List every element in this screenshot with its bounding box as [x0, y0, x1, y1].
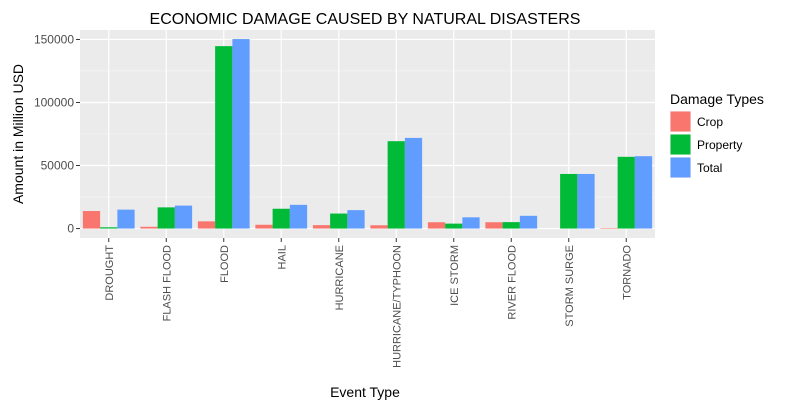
x-tick-label: HURRICANE — [334, 245, 346, 310]
y-tick-label: 50000 — [41, 159, 75, 173]
bar-property — [100, 227, 118, 229]
chart-title: ECONOMIC DAMAGE CAUSED BY NATURAL DISAST… — [150, 11, 581, 28]
bar-crop — [312, 225, 331, 229]
bar-crop — [140, 226, 158, 229]
x-tick-label: ICE STORM — [449, 245, 461, 306]
bar-property — [157, 207, 175, 229]
legend-key-total — [670, 157, 691, 178]
bar-property — [215, 46, 233, 229]
legend-label: Property — [697, 138, 742, 152]
legend-items: Crop Property Total — [670, 111, 742, 178]
x-axis-title: Event Type — [330, 384, 400, 400]
bar-property — [272, 208, 290, 229]
bar-total — [174, 205, 193, 229]
legend-key-crop — [670, 111, 691, 132]
bar-total — [347, 210, 365, 229]
bar-crop — [600, 228, 618, 229]
y-tick-label: 100000 — [34, 95, 74, 109]
legend-label: Crop — [697, 115, 723, 129]
bar-crop — [485, 222, 503, 229]
x-tick-label: STORM SURGE — [564, 245, 576, 327]
bar-crop — [255, 224, 273, 229]
bar-crop — [197, 221, 216, 229]
x-tick-label: FLOOD — [219, 245, 231, 283]
y-tick-label: 0 — [67, 222, 74, 236]
bar-property — [387, 141, 405, 229]
legend-title: Damage Types — [670, 91, 764, 107]
bar-total — [232, 39, 250, 229]
bars — [82, 39, 653, 229]
bar-total — [404, 137, 423, 229]
bar-crop — [427, 222, 446, 229]
x-tick-label: FLASH FLOOD — [161, 245, 173, 321]
bar-total — [634, 156, 653, 229]
bar-property — [617, 156, 635, 229]
x-tick-label: HURRICANE/TYPHOON — [391, 245, 403, 368]
x-axis: DROUGHT FLASH FLOOD FLOOD HAIL HURRICANE HURR… — [104, 238, 633, 368]
bar-total — [519, 215, 538, 229]
bar-crop — [82, 211, 101, 229]
bar-property — [445, 223, 463, 229]
bar-total — [577, 173, 595, 229]
bar-total — [117, 209, 135, 229]
legend-label: Total — [697, 161, 722, 175]
x-tick-label: HAIL — [276, 245, 288, 269]
bar-crop — [370, 225, 388, 229]
bar-total — [289, 204, 308, 229]
y-tick-label: 150000 — [34, 32, 74, 46]
x-tick-label: DROUGHT — [104, 245, 116, 301]
legend-key-property — [670, 134, 691, 155]
y-axis-title: Amount in Million USD — [10, 64, 26, 204]
bar-total — [462, 217, 480, 229]
legend: Damage Types Crop Property Total — [670, 91, 764, 178]
x-tick-label: RIVER FLOOD — [506, 245, 518, 320]
bar-property — [330, 213, 348, 229]
x-tick-label: TORNADO — [621, 245, 633, 300]
y-axis: 0 50000 100000 150000 — [34, 32, 80, 236]
bar-property — [560, 173, 578, 229]
bar-property — [502, 222, 520, 229]
